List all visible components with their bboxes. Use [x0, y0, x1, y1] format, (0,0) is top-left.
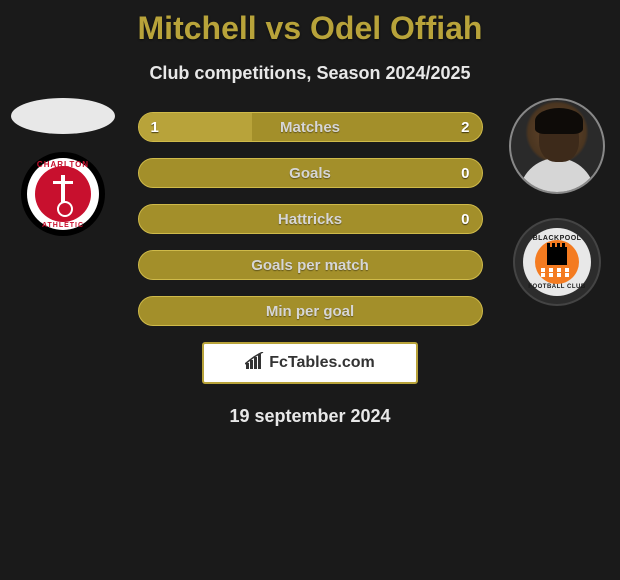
comparison-panel: CHARLTON ATHLETIC BLACKPOOL FOOTBALL CLU… [0, 112, 620, 427]
stat-bar-matches: 1 Matches 2 [138, 112, 483, 142]
left-player-column: CHARLTON ATHLETIC [8, 98, 118, 236]
sword-icon [61, 175, 65, 213]
date-label: 19 september 2024 [0, 406, 620, 427]
brand-box[interactable]: FcTables.com [202, 342, 418, 384]
stat-label: Goals per match [251, 257, 369, 274]
stat-right-value: 2 [461, 119, 469, 136]
stat-left-value: 1 [151, 119, 159, 136]
stat-label: Matches [280, 119, 340, 136]
bar-chart-icon [245, 352, 265, 375]
stat-bar-hattricks: Hattricks 0 [138, 204, 483, 234]
stat-label: Goals [289, 165, 331, 182]
stat-bar-goals-per-match: Goals per match [138, 250, 483, 280]
player-right-avatar [509, 98, 605, 194]
stat-right-value: 0 [461, 165, 469, 182]
waves-icon [541, 268, 573, 272]
stat-label: Min per goal [266, 303, 354, 320]
right-player-column: BLACKPOOL FOOTBALL CLUB [502, 98, 612, 306]
stat-bars: 1 Matches 2 Goals 0 Hattricks 0 Goals pe… [138, 112, 483, 326]
club-right-name-bot: FOOTBALL CLUB [523, 284, 591, 290]
player-left-club-badge: CHARLTON ATHLETIC [21, 152, 105, 236]
stat-bar-goals: Goals 0 [138, 158, 483, 188]
club-left-name-bot: ATHLETIC [27, 222, 99, 229]
player-left-avatar [11, 98, 115, 134]
page-title: Mitchell vs Odel Offiah [0, 0, 620, 47]
stat-label: Hattricks [278, 211, 342, 228]
subtitle: Club competitions, Season 2024/2025 [0, 63, 620, 84]
waves-icon [541, 273, 573, 277]
player-right-club-badge: BLACKPOOL FOOTBALL CLUB [513, 218, 601, 306]
stat-bar-min-per-goal: Min per goal [138, 296, 483, 326]
tower-icon [547, 247, 567, 265]
brand-label: FcTables.com [269, 354, 375, 372]
stat-right-value: 0 [461, 211, 469, 228]
